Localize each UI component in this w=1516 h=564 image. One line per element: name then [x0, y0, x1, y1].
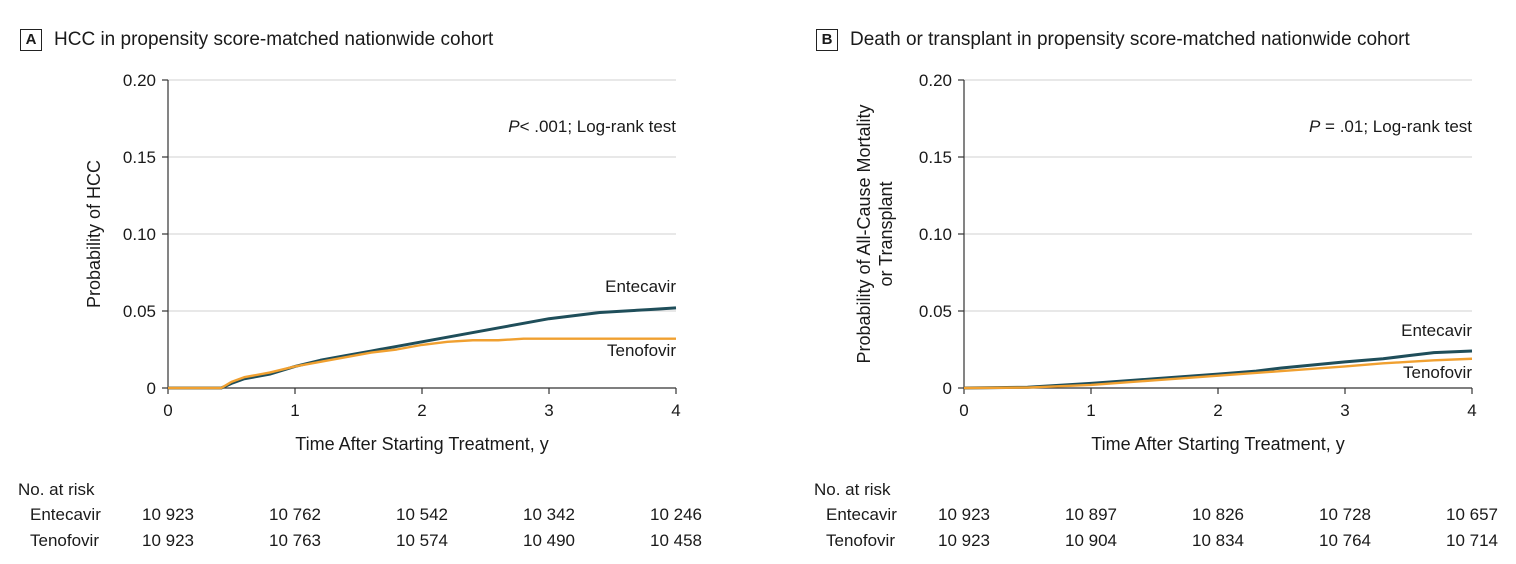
p-value-annotation: P< .001; Log-rank test	[508, 117, 676, 136]
series-label-entecavir: Entecavir	[1401, 321, 1472, 340]
series-line-tenofovir	[963, 357, 1473, 390]
y-tick-label: 0.05	[123, 302, 156, 321]
x-axis-title: Time After Starting Treatment, y	[1091, 434, 1344, 454]
x-tick-label: 0	[959, 401, 968, 420]
x-tick-label: 4	[671, 401, 680, 420]
panel-b-risk-header: No. at risk	[814, 480, 891, 499]
y-tick-label: 0.20	[123, 71, 156, 90]
risk-cell: 10 923	[142, 505, 194, 524]
panel-a-chart: 0 0.05 0.10 0.15 0.20 0 1 2 3 4 Time After Startin…	[84, 71, 681, 454]
series-line-entecavir	[963, 349, 1473, 390]
series-line-entecavir	[168, 306, 677, 390]
risk-cell: 10 762	[269, 505, 321, 524]
x-tick-label: 4	[1467, 401, 1476, 420]
panel-a-header: A HCC in propensity score-matched nation…	[20, 27, 493, 53]
risk-cell: 10 574	[396, 531, 448, 550]
panel-a-badge: A	[20, 29, 42, 51]
y-tick-label: 0.15	[919, 148, 952, 167]
y-tick-label: 0.10	[123, 225, 156, 244]
risk-cell: 10 923	[938, 531, 990, 550]
panel-a-risk-label-tenofovir: Tenofovir	[30, 531, 99, 550]
x-tick-label: 3	[544, 401, 553, 420]
panel-a-risk-header: No. at risk	[18, 480, 95, 499]
y-tick-label: 0.20	[919, 71, 952, 90]
y-axis-title: Probability of HCC	[84, 160, 104, 308]
risk-cell: 10 904	[1065, 531, 1117, 550]
x-axis-title: Time After Starting Treatment, y	[295, 434, 548, 454]
risk-cell: 10 728	[1319, 505, 1371, 524]
risk-cell: 10 657	[1446, 505, 1498, 524]
y-tick-label: 0.10	[919, 225, 952, 244]
risk-cell: 10 542	[396, 505, 448, 524]
y-tick-label: 0.05	[919, 302, 952, 321]
panel-b: B Death or transplant in propensity scor…	[796, 0, 1516, 564]
risk-cell: 10 834	[1192, 531, 1244, 550]
risk-cell: 10 923	[142, 531, 194, 550]
x-tick-label: 1	[290, 401, 299, 420]
x-tick-label: 0	[163, 401, 172, 420]
y-tick-label: 0	[943, 379, 952, 398]
y-tick-label: 0.15	[123, 148, 156, 167]
x-tick-label: 1	[1086, 401, 1095, 420]
risk-cell: 10 923	[938, 505, 990, 524]
risk-cell: 10 342	[523, 505, 575, 524]
panel-b-badge: B	[816, 29, 838, 51]
risk-cell: 10 763	[269, 531, 321, 550]
p-value-annotation: P = .01; Log-rank test	[1309, 117, 1472, 136]
panel-a-risk-label-entecavir: Entecavir	[30, 505, 101, 524]
panel-b-risk-label-entecavir: Entecavir	[826, 505, 897, 524]
y-tick-label: 0	[147, 379, 156, 398]
risk-cell: 10 897	[1065, 505, 1117, 524]
y-axis-title: or Transplant	[876, 181, 896, 286]
x-tick-label: 2	[1213, 401, 1222, 420]
panel-a: A HCC in propensity score-matched nation…	[18, 27, 702, 550]
x-tick-label: 3	[1340, 401, 1349, 420]
risk-cell: 10 458	[650, 531, 702, 550]
series-label-entecavir: Entecavir	[605, 277, 676, 296]
panel-b-header: B Death or transplant in propensity scor…	[816, 27, 1410, 53]
y-axis-title: Probability of All-Cause Mortality	[854, 104, 874, 363]
panel-b-chart: 0 0.05 0.10 0.15 0.20 0 1 2 3 4 Time After Startin…	[854, 71, 1477, 454]
x-tick-label: 2	[417, 401, 426, 420]
risk-cell: 10 714	[1446, 531, 1498, 550]
panel-a-title: HCC in propensity score-matched nationwi…	[54, 29, 494, 50]
series-label-tenofovir: Tenofovir	[1403, 363, 1472, 382]
risk-cell: 10 490	[523, 531, 575, 550]
risk-cell: 10 246	[650, 505, 702, 524]
series-label-tenofovir: Tenofovir	[607, 341, 676, 360]
risk-cell: 10 764	[1319, 531, 1371, 550]
panel-b-title: Death or transplant in propensity score-…	[850, 29, 1410, 50]
risk-cell: 10 826	[1192, 505, 1244, 524]
panel-b-risk-label-tenofovir: Tenofovir	[826, 531, 895, 550]
series-line-tenofovir	[168, 337, 676, 390]
